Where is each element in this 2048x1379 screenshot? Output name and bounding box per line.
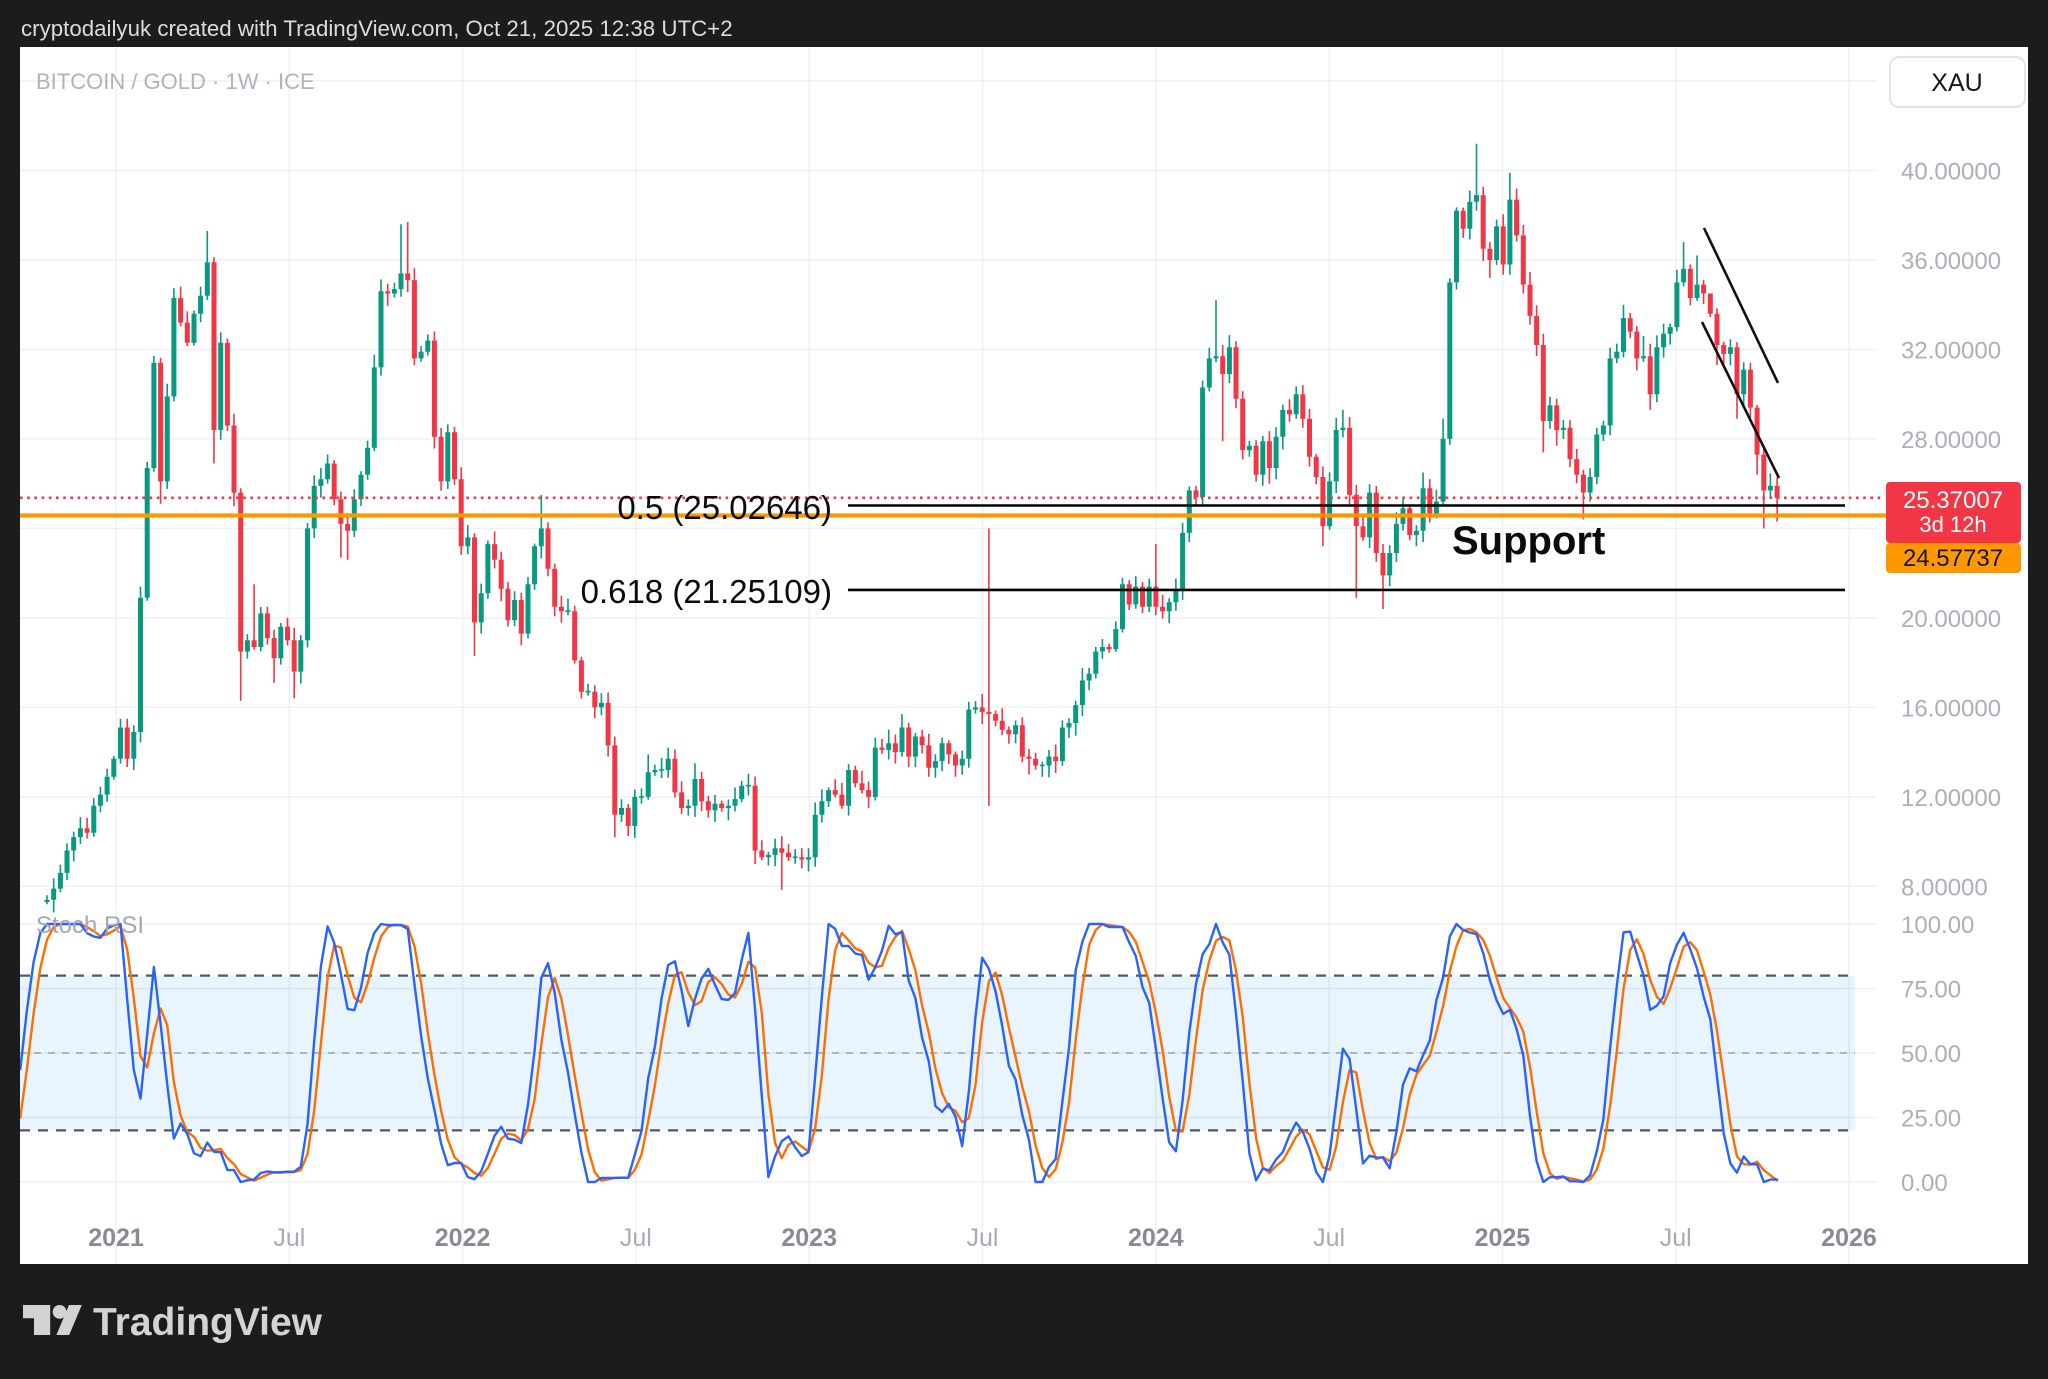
svg-text:8.00000: 8.00000: [1901, 874, 1988, 901]
svg-text:20.00000: 20.00000: [1901, 606, 2001, 633]
svg-text:40.00000: 40.00000: [1901, 159, 2001, 186]
svg-text:Stoch RSI: Stoch RSI: [36, 912, 144, 939]
svg-text:2023: 2023: [781, 1224, 837, 1252]
svg-text:2021: 2021: [88, 1224, 144, 1252]
svg-text:0.618 (21.25109): 0.618 (21.25109): [581, 573, 832, 610]
svg-text:100.00: 100.00: [1901, 912, 1974, 939]
svg-text:16.00000: 16.00000: [1901, 695, 2001, 722]
svg-text:Jul: Jul: [620, 1224, 652, 1252]
svg-text:Jul: Jul: [273, 1224, 305, 1252]
svg-text:2024: 2024: [1128, 1224, 1184, 1252]
svg-text:0.5 (25.02646): 0.5 (25.02646): [617, 489, 832, 526]
svg-text:75.00: 75.00: [1901, 977, 1961, 1004]
svg-text:0.00: 0.00: [1901, 1170, 1948, 1197]
svg-text:25.37007: 25.37007: [1903, 487, 2003, 514]
svg-text:BITCOIN / GOLD · 1W · ICE: BITCOIN / GOLD · 1W · ICE: [36, 69, 315, 94]
svg-text:24.57737: 24.57737: [1903, 545, 2003, 572]
svg-text:3d 12h: 3d 12h: [1919, 512, 1986, 537]
svg-text:Jul: Jul: [1313, 1224, 1345, 1252]
svg-text:12.00000: 12.00000: [1901, 785, 2001, 812]
svg-text:25.00: 25.00: [1901, 1106, 1961, 1133]
svg-text:28.00000: 28.00000: [1901, 427, 2001, 454]
svg-text:cryptodailyuk created with Tra: cryptodailyuk created with TradingView.c…: [21, 16, 733, 41]
svg-text:Jul: Jul: [1660, 1224, 1692, 1252]
svg-text:XAU: XAU: [1931, 69, 1982, 97]
svg-text:Jul: Jul: [967, 1224, 999, 1252]
svg-text:Support: Support: [1452, 519, 1605, 563]
svg-text:50.00: 50.00: [1901, 1041, 1961, 1068]
svg-text:32.00000: 32.00000: [1901, 338, 2001, 365]
svg-text:2025: 2025: [1475, 1224, 1531, 1252]
svg-text:TradingView: TradingView: [93, 1301, 323, 1344]
svg-text:2022: 2022: [435, 1224, 491, 1252]
svg-text:36.00000: 36.00000: [1901, 248, 2001, 275]
svg-text:2026: 2026: [1821, 1224, 1877, 1252]
